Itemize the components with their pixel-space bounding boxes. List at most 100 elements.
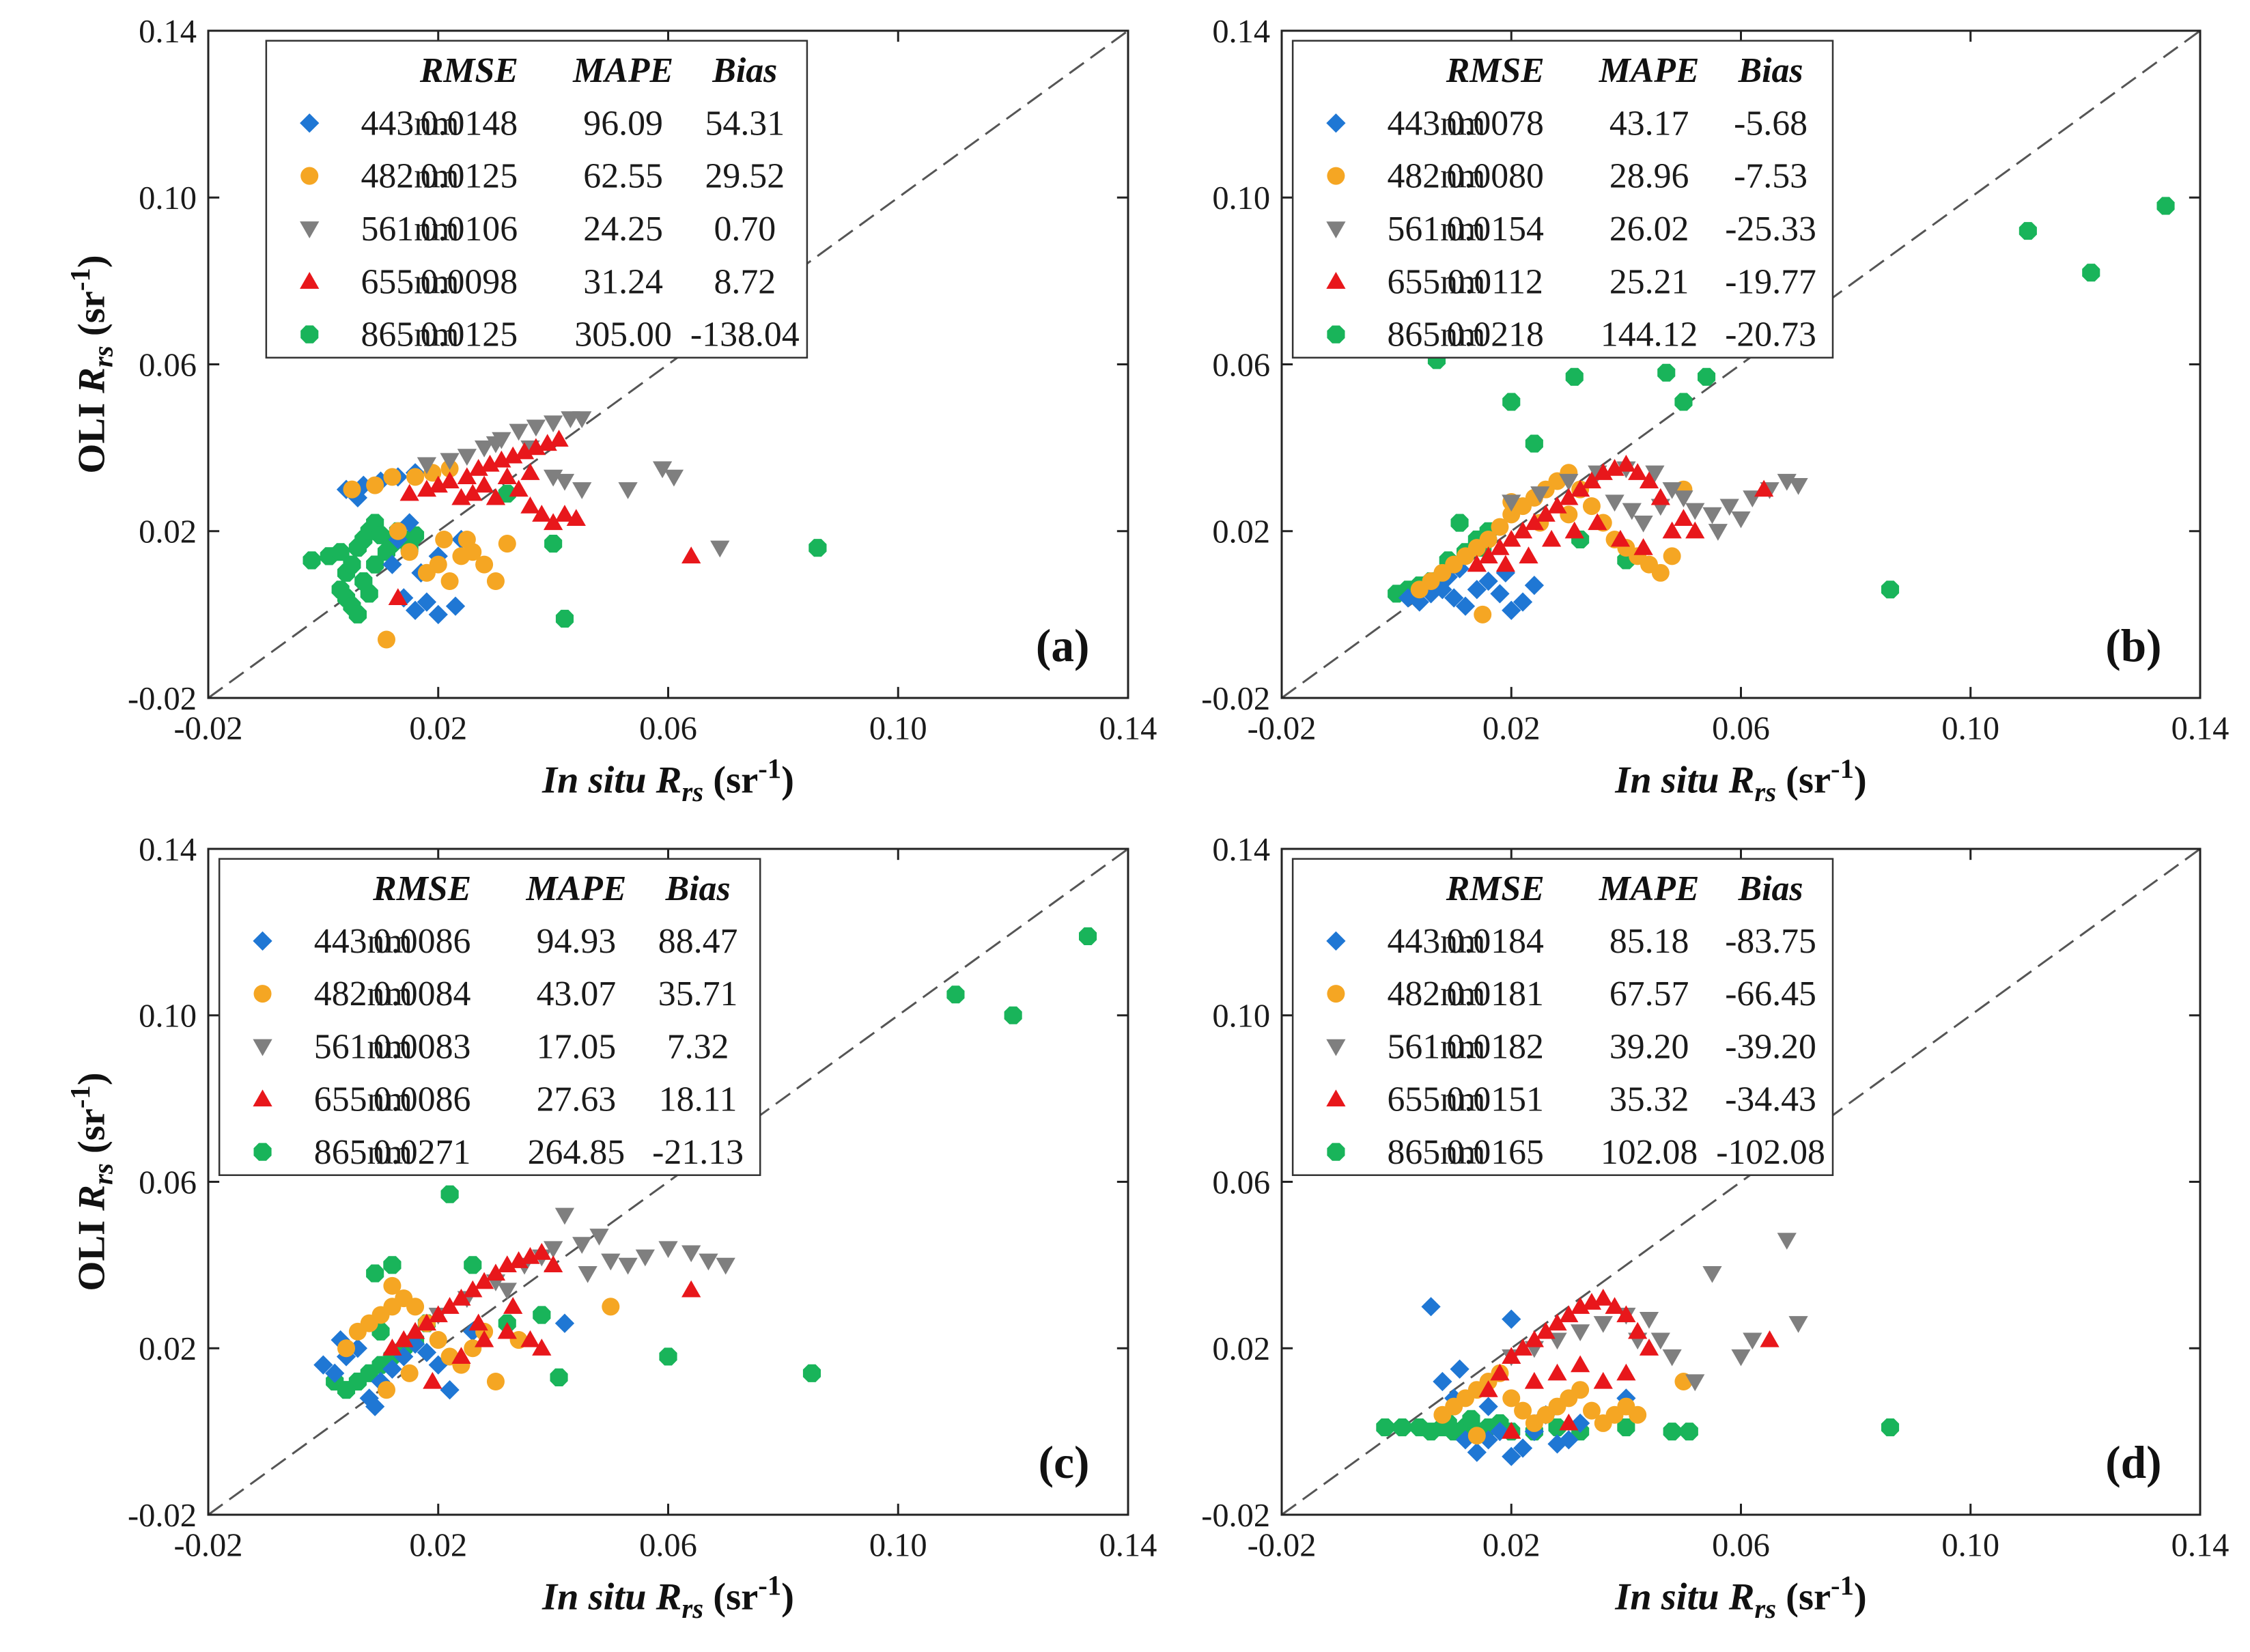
x-title-subscript: rs: [681, 776, 703, 807]
data-point-865nm: [440, 1185, 459, 1203]
y-title-symbol: R: [70, 367, 113, 394]
legend-marker-561nm: [1326, 1039, 1346, 1056]
data-point-561nm: [710, 540, 730, 558]
legend-marker-561nm: [1326, 221, 1346, 239]
data-point-443nm: [1502, 1446, 1521, 1466]
data-point-655nm: [1564, 521, 1584, 539]
data-point-865nm: [1079, 927, 1097, 945]
data-point-865nm: [1502, 393, 1521, 411]
legend-marker-482nm: [1327, 985, 1345, 1003]
legend-bias-value: 35.71: [658, 975, 738, 1013]
data-point-482nm: [400, 543, 419, 561]
legend-band-label: 561nm: [1388, 210, 1486, 249]
legend-band-label: 482nm: [314, 975, 412, 1013]
data-point-561nm: [554, 1207, 575, 1225]
data-point-655nm: [1541, 529, 1562, 547]
data-point-655nm: [1519, 546, 1538, 563]
legend-mape-value: 43.07: [537, 975, 617, 1013]
data-point-655nm: [463, 1280, 483, 1298]
data-point-561nm: [543, 415, 563, 433]
x-title-italic: In situ: [1614, 759, 1728, 801]
panel-b: -0.02-0.02 0.02 0.02 0.06 0.06 0.10 0.10 0.14 0.…: [1201, 14, 2229, 807]
data-point-561nm: [635, 1249, 655, 1267]
data-point-655nm: [1547, 1313, 1567, 1331]
legend-mape-value: 264.85: [528, 1133, 625, 1172]
data-point-443nm: [371, 1371, 391, 1392]
x-tick-label: 0.02: [409, 711, 467, 747]
data-point-865nm: [550, 1368, 568, 1386]
data-point-561nm: [618, 482, 638, 499]
data-point-561nm: [589, 1229, 609, 1246]
data-point-655nm: [543, 1255, 563, 1272]
data-point-655nm: [532, 1339, 552, 1356]
data-point-482nm: [1651, 563, 1670, 582]
data-point-443nm: [440, 1380, 460, 1400]
x-title-superscript: -1: [758, 1570, 781, 1601]
data-point-443nm: [1409, 592, 1429, 612]
data-point-655nm: [388, 588, 408, 606]
data-point-561nm: [716, 1257, 735, 1275]
data-point-655nm: [1610, 529, 1631, 547]
x-title-italic: In situ: [542, 759, 656, 802]
data-point-443nm: [399, 513, 419, 533]
legend-band-label: 482nm: [1388, 975, 1486, 1013]
data-point-443nm: [325, 1363, 345, 1383]
x-tick-label: 0.10: [1941, 1528, 1999, 1564]
data-point-443nm: [1559, 1430, 1579, 1450]
data-point-561nm: [497, 1283, 517, 1300]
data-point-655nm: [1571, 479, 1590, 497]
data-point-482nm: [458, 530, 476, 548]
x-tick-label: -0.02: [174, 1528, 243, 1564]
legend-band-label: 561nm: [361, 210, 459, 249]
legend-bias-value: -83.75: [1725, 922, 1816, 961]
data-points: [1388, 197, 2175, 624]
data-point-561nm: [1788, 477, 1808, 495]
legend-header-bias: Bias: [712, 51, 777, 90]
data-point-655nm: [417, 1313, 437, 1331]
data-point-865nm: [1881, 580, 1900, 599]
legend-mape-value: 28.96: [1609, 157, 1689, 196]
legend-rmse-value: 0.0218: [1447, 316, 1544, 354]
data-point-443nm: [554, 1313, 575, 1333]
data-point-865nm: [1462, 1410, 1480, 1428]
data-point-655nm: [520, 496, 540, 514]
legend-marker-655nm: [1326, 1089, 1346, 1107]
y-tick-label: 0.06: [139, 347, 197, 383]
data-point-865nm: [2082, 264, 2100, 282]
data-point-865nm: [1565, 367, 1584, 386]
data-point-561nm: [1571, 1324, 1590, 1341]
data-point-561nm: [572, 482, 592, 499]
data-point-655nm: [1639, 1339, 1659, 1356]
data-point-561nm: [1650, 1332, 1670, 1350]
data-point-443nm: [1455, 596, 1476, 616]
legend-bias-value: -138.04: [690, 316, 800, 354]
data-point-443nm: [1502, 1309, 1521, 1329]
data-point-561nm: [1685, 1374, 1705, 1392]
x-tick-label: -0.02: [1248, 711, 1317, 747]
panel-label: (b): [2105, 620, 2161, 671]
data-point-655nm: [1490, 1363, 1510, 1381]
data-point-482nm: [475, 555, 494, 574]
data-point-561nm: [1530, 486, 1550, 503]
data-point-655nm: [440, 1297, 460, 1314]
data-point-865nm: [331, 543, 350, 561]
x-title-unit-close: ): [1854, 1576, 1867, 1618]
x-tick-label: 0.02: [1482, 1528, 1541, 1564]
data-point-655nm: [1581, 471, 1602, 489]
y-tick-label: 0.10: [1212, 180, 1270, 216]
data-points: [1376, 1233, 1900, 1466]
data-point-482nm: [1479, 530, 1497, 548]
data-point-655nm: [1559, 1413, 1579, 1431]
legend-rmse-value: 0.0086: [374, 1080, 471, 1119]
data-point-561nm: [440, 453, 460, 471]
data-point-443nm: [382, 555, 402, 574]
data-point-655nm: [1628, 463, 1648, 480]
data-point-482nm: [1571, 1381, 1590, 1399]
data-point-865nm: [802, 1364, 821, 1382]
x-tick-label: 0.02: [409, 1528, 467, 1564]
y-tick-label: 0.14: [139, 832, 197, 868]
series-655nm: [1478, 1289, 1780, 1439]
legend-bias-value: -25.33: [1725, 210, 1816, 249]
legend-bias-value: 0.70: [714, 210, 776, 249]
x-title-italic: In situ: [1614, 1576, 1728, 1618]
